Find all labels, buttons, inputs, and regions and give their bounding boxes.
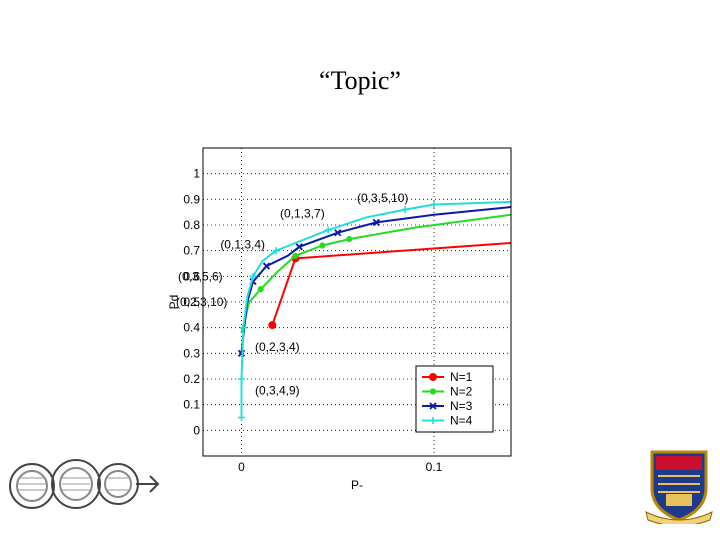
legend-entry: N=1	[422, 370, 473, 384]
legend-marker	[429, 373, 437, 381]
y-tick-label: 0.6	[183, 269, 200, 283]
legend: N=1N=2N=3N=4	[415, 365, 494, 433]
annotation-layer: (0,3,5,10) (0,1,3,7) (0,1,3,4) (0,3,5,6) (0,…	[176, 191, 408, 397]
y-tick-label: 0.8	[183, 218, 200, 232]
series-n2-point	[346, 236, 353, 243]
annotation-label: (0,3,5,6)	[178, 269, 223, 283]
annotation-label: (0,2,3,4)	[255, 340, 300, 354]
series-n3-point	[372, 218, 380, 227]
y-tick-label: 0.2	[183, 372, 200, 386]
y-axis-label: Pd	[167, 295, 181, 310]
series-n3-point	[334, 229, 342, 237]
legend-entry: N=3	[422, 399, 473, 413]
series-n4-point	[272, 247, 280, 255]
y-tick-label: 0.5	[183, 295, 200, 309]
series-n4	[238, 200, 512, 421]
series-layer	[237, 200, 512, 421]
legend-marker	[429, 402, 437, 410]
y-tick-label: 0.7	[183, 244, 200, 258]
series-n2-point	[319, 242, 326, 249]
y-tick-label: 0	[193, 423, 200, 437]
annotation-label: (0,3,5,10)	[357, 191, 408, 205]
slide-title: “Topic”	[319, 66, 401, 95]
x-axis-label: P-	[351, 478, 363, 492]
series-n4-point	[430, 200, 438, 208]
series-n3-point	[262, 262, 271, 270]
legend-label: N=4	[450, 414, 473, 428]
series-n4-point	[238, 375, 245, 383]
y-tick-label: 0.1	[183, 398, 200, 412]
series-n1-point	[268, 321, 277, 330]
csc-logo	[9, 459, 160, 509]
y-tick-label: 0.3	[183, 346, 200, 360]
series-n4-point	[324, 226, 332, 234]
annotation-label: (0,1,3,4)	[220, 237, 265, 251]
y-tick-label: 1	[193, 167, 200, 181]
series-n4-point	[249, 272, 257, 280]
plot-frame	[202, 147, 512, 457]
series-n2	[240, 213, 512, 334]
annotation-label: (0,2,3,10)	[176, 295, 227, 309]
x-tick-label: 0	[238, 460, 245, 474]
legend-entry: N=2	[422, 385, 473, 399]
series-n4-point	[401, 206, 409, 214]
annotation-label: (0,1,3,7)	[280, 206, 325, 220]
y-tick-label: 0.9	[183, 192, 200, 206]
university-crest-logo	[645, 450, 713, 524]
legend-marker	[429, 417, 437, 424]
legend-label: N=1	[450, 370, 473, 384]
y-tick-label: 0.4	[183, 321, 200, 335]
legend-entry: N=4	[422, 414, 473, 428]
series-n2-point	[257, 286, 264, 293]
legend-label: N=2	[450, 385, 473, 399]
tick-layer: 0 0.1 0.2 0.3 0.4 0.5 0.6 0.7 0.8 0.9 1 0 0.1	[183, 167, 442, 474]
series-n4-point	[239, 324, 247, 332]
legend-label: N=3	[450, 399, 473, 413]
series-n3-point	[295, 243, 303, 251]
legend-marker	[429, 388, 437, 395]
annotation-label: (0,3,4,9)	[255, 384, 300, 398]
x-tick-label: 0.1	[426, 460, 443, 474]
series-n2-point	[292, 252, 299, 259]
series-n4-point	[238, 414, 245, 421]
